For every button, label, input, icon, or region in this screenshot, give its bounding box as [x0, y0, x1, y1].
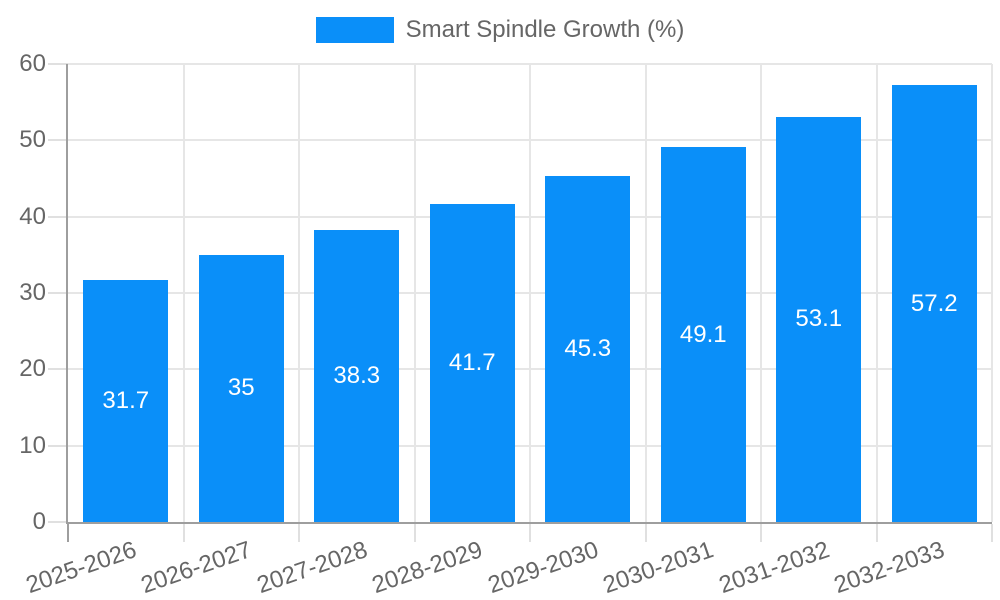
x-tick [991, 524, 993, 542]
x-gridline [529, 64, 531, 522]
y-axis-label: 20 [19, 355, 46, 383]
y-tick [48, 292, 68, 294]
x-axis-label: 2025-2026 [22, 536, 140, 600]
y-axis-line [66, 64, 68, 524]
x-axis-line [66, 522, 992, 524]
x-axis-label: 2031-2032 [715, 536, 833, 600]
x-axis-label: 2029-2030 [484, 536, 602, 600]
bar-value-label: 49.1 [679, 320, 727, 348]
bar-value-label: 31.7 [102, 387, 150, 414]
y-axis-label: 10 [19, 431, 46, 459]
bar[interactable] [83, 280, 169, 522]
x-tick [413, 524, 416, 542]
y-tick [48, 215, 68, 218]
bar[interactable] [545, 176, 631, 522]
x-tick [182, 524, 185, 542]
x-tick [760, 524, 762, 542]
y-tick [48, 521, 68, 523]
x-gridline [644, 64, 647, 522]
bar[interactable] [776, 116, 862, 522]
bar-value-label: 57.2 [910, 289, 958, 317]
x-axis-label: 2032-2033 [831, 536, 949, 600]
y-axis-label: 40 [19, 202, 46, 230]
x-tick [529, 524, 531, 542]
bar-value-label: 38.3 [333, 361, 381, 389]
x-gridline [182, 64, 185, 522]
y-axis-label: 30 [19, 279, 46, 306]
y-tick [48, 368, 68, 371]
x-axis-label: 2030-2031 [600, 536, 718, 600]
bar[interactable] [198, 254, 284, 522]
x-gridline [298, 64, 300, 522]
bar-value-label: 53.1 [795, 305, 843, 333]
y-tick [48, 444, 68, 447]
y-axis-label: 60 [19, 50, 46, 77]
x-gridline [875, 64, 878, 522]
y-tick [48, 63, 68, 65]
legend-swatch [315, 17, 394, 43]
x-tick [644, 524, 647, 542]
x-tick [298, 524, 300, 542]
bar[interactable] [660, 147, 746, 522]
x-gridline [413, 64, 416, 522]
bar[interactable] [314, 229, 400, 522]
bar-value-label: 45.3 [564, 335, 612, 363]
legend-label: Smart Spindle Growth (%) [405, 16, 685, 43]
y-tick [48, 139, 68, 142]
x-axis-label: 2026-2027 [138, 536, 256, 600]
x-tick [875, 524, 878, 542]
bar-value-label: 41.7 [448, 348, 496, 376]
y-axis-label: 50 [19, 126, 46, 154]
x-gridline [760, 64, 762, 522]
bar[interactable] [429, 203, 515, 522]
legend-item[interactable]: Smart Spindle Growth (%) [0, 17, 1000, 43]
bar-value-label: 35 [227, 374, 255, 402]
x-axis-label: 2027-2028 [253, 536, 371, 600]
x-tick [67, 524, 69, 542]
x-gridline [991, 64, 993, 522]
x-axis-label: 2028-2029 [369, 536, 487, 600]
y-axis-label: 0 [32, 508, 46, 535]
bar[interactable] [891, 85, 977, 522]
